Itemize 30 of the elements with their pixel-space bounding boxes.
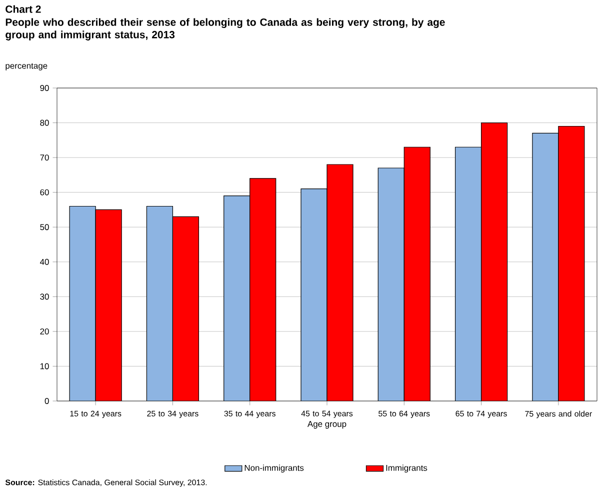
y-tick-label: 20 <box>40 328 49 334</box>
bar <box>95 209 122 401</box>
y-tick-label: 70 <box>40 154 49 161</box>
y-tick-label: 80 <box>40 120 49 126</box>
bar <box>326 164 354 401</box>
bar <box>558 126 585 401</box>
y-tick-label: 40 <box>40 258 49 265</box>
bar <box>378 168 404 401</box>
y-tick-label: 0 <box>44 398 49 404</box>
legend-label: Immigrants <box>386 464 428 473</box>
y-tick-label: 30 <box>40 294 49 300</box>
x-axis-title: Age group <box>307 421 346 429</box>
bar <box>481 122 508 401</box>
y-tick-label: 50 <box>40 224 49 230</box>
y-tick-label: 10 <box>40 363 49 370</box>
bar <box>404 146 430 401</box>
bar <box>172 216 200 401</box>
bar <box>146 206 174 401</box>
y-tick-label: 90 <box>40 85 49 91</box>
y-axis-title: percentage <box>6 63 48 70</box>
bar <box>224 196 250 401</box>
bar <box>300 188 328 401</box>
legend-label: Non-immigrants <box>244 464 304 473</box>
bar <box>69 206 96 401</box>
bar <box>532 132 559 401</box>
bar <box>455 147 482 401</box>
y-tick-label: 60 <box>40 189 49 196</box>
chart-subtitle: People who described their sense of belonging to Canada as being very strong, by age group and immigrant status, 2013 <box>6 18 445 40</box>
bar <box>250 178 276 401</box>
chart-title: Chart 2 <box>6 5 41 13</box>
